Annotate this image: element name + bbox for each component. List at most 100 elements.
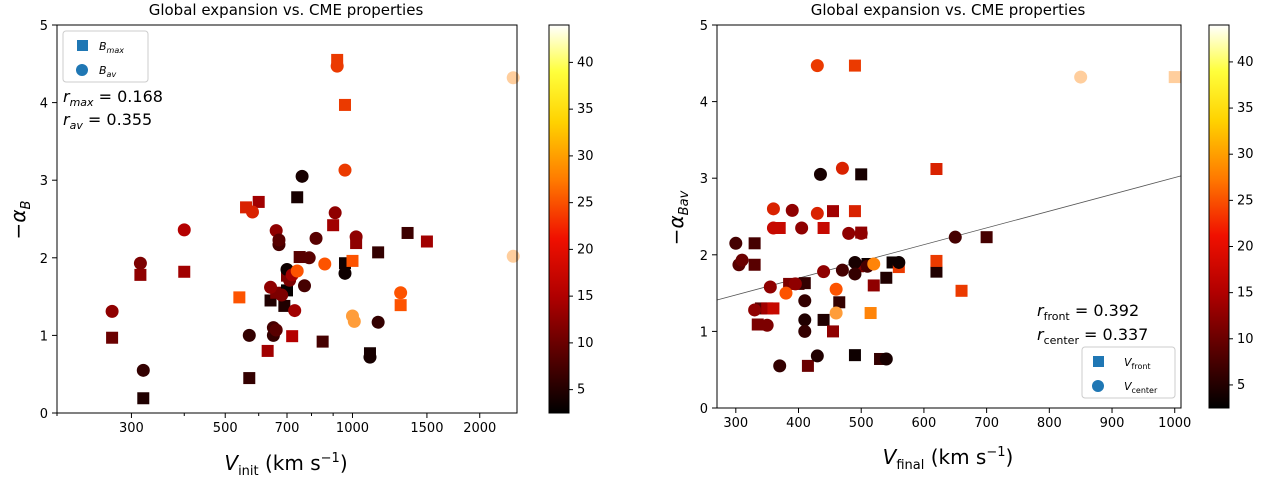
- circle-marker: [242, 328, 256, 342]
- colorbar-tick-label: 35: [1237, 101, 1254, 116]
- r-center-annotation: rcenter = 0.337: [1037, 325, 1148, 347]
- colorbar-tick-label: 10: [1237, 332, 1254, 347]
- circle-marker: [835, 263, 849, 277]
- circle-marker: [766, 221, 780, 235]
- legend-circle-marker: [1092, 380, 1104, 392]
- square-marker: [848, 205, 861, 218]
- colorbar-tick-label: 30: [1237, 147, 1254, 162]
- legend-circle-marker: [76, 64, 88, 76]
- x-tick-label: 800: [1037, 416, 1062, 431]
- square-marker: [233, 291, 246, 304]
- left-legend: Bmax Bav: [62, 30, 149, 83]
- y-tick-label: 0: [700, 402, 708, 417]
- square-marker: [1168, 71, 1181, 84]
- right-colorbar: [1208, 24, 1230, 409]
- circle-marker: [302, 251, 316, 265]
- circle-marker: [290, 264, 304, 278]
- y-tick-label: 3: [700, 172, 708, 187]
- square-marker: [798, 277, 811, 290]
- square-marker: [848, 59, 861, 72]
- circle-marker: [785, 203, 799, 217]
- right-y-ticks: 0 1 2 3 4 5: [700, 19, 717, 417]
- y-tick-label: 0: [40, 407, 48, 422]
- circle-marker: [766, 202, 780, 216]
- x-tick-label: 300: [119, 421, 144, 436]
- r-front-annotation: rfront = 0.392: [1037, 301, 1139, 323]
- left-chart: Global expansion vs. CME properties 300 5…: [6, 1, 594, 479]
- square-marker: [394, 299, 407, 312]
- colorbar-tick-label: 15: [577, 289, 594, 304]
- circle-marker: [506, 249, 520, 263]
- r-max-annotation: rmax = 0.168: [63, 87, 163, 109]
- circle-marker: [288, 304, 302, 318]
- legend-square-marker: [77, 40, 88, 51]
- circle-marker: [264, 280, 278, 294]
- x-tick-label: 400: [786, 416, 811, 431]
- square-marker: [178, 265, 191, 278]
- square-marker: [338, 98, 351, 111]
- left-title: Global expansion vs. CME properties: [149, 1, 424, 19]
- left-y-ticks: 0 1 2 3 4 5: [40, 19, 57, 422]
- right-legend: Vfront Vcenter: [1081, 346, 1176, 399]
- colorbar-tick-label: 40: [577, 55, 594, 70]
- square-marker: [316, 335, 329, 348]
- square-marker: [855, 168, 868, 181]
- square-marker: [106, 331, 119, 344]
- circle-marker: [773, 359, 787, 373]
- square-marker: [817, 313, 830, 326]
- square-marker: [817, 221, 830, 234]
- circle-marker: [795, 221, 809, 235]
- square-marker: [401, 226, 414, 239]
- circle-marker: [848, 255, 862, 269]
- circle-marker: [829, 306, 843, 320]
- square-marker: [291, 191, 304, 204]
- circle-marker: [829, 282, 843, 296]
- circle-marker: [371, 315, 385, 329]
- circle-marker: [363, 350, 377, 364]
- circle-marker: [813, 167, 827, 181]
- y-tick-label: 4: [40, 97, 48, 112]
- circle-marker: [798, 324, 812, 338]
- right-x-axis-label: Vfinal (km s−1): [883, 445, 1014, 473]
- square-marker: [767, 302, 780, 315]
- right-title: Global expansion vs. CME properties: [811, 1, 1086, 19]
- square-marker: [748, 258, 761, 271]
- x-tick-label: 500: [213, 421, 238, 436]
- circle-marker: [760, 318, 774, 332]
- circle-marker: [328, 206, 342, 220]
- legend-vfront-label: Vfront: [1124, 356, 1151, 371]
- colorbar-tick-label: 30: [577, 149, 594, 164]
- circle-marker: [842, 226, 856, 240]
- square-marker: [261, 344, 274, 357]
- square-marker: [293, 251, 306, 264]
- left-y-axis-label: −αB: [6, 200, 34, 239]
- square-marker: [930, 254, 943, 267]
- square-marker: [346, 254, 359, 267]
- x-tick-label: 1500: [410, 421, 443, 436]
- circle-marker: [347, 314, 361, 328]
- circle-marker: [338, 163, 352, 177]
- circle-marker: [245, 205, 259, 219]
- legend-vcenter-label: Vcenter: [1124, 380, 1158, 395]
- square-marker: [243, 372, 256, 385]
- circle-marker: [788, 277, 802, 291]
- x-tick-label: 300: [723, 416, 748, 431]
- circle-marker: [272, 233, 286, 247]
- colorbar-tick-label: 25: [1237, 193, 1254, 208]
- square-marker: [930, 265, 943, 278]
- square-marker: [137, 392, 150, 405]
- legend-bmax-label: Bmax: [99, 40, 124, 55]
- circle-marker: [879, 352, 893, 366]
- right-colorbar-ticks: 5 10 15 20 25 30 35 40: [1229, 55, 1254, 393]
- square-marker: [134, 268, 147, 281]
- colorbar-tick-label: 20: [1237, 239, 1254, 254]
- square-marker: [827, 325, 839, 338]
- circle-marker: [275, 288, 289, 302]
- circle-marker: [1074, 70, 1088, 84]
- circle-marker: [349, 230, 363, 244]
- circle-marker: [136, 363, 150, 377]
- y-tick-label: 5: [700, 19, 708, 34]
- right-chart: Global expansion vs. CME properties 300 4…: [664, 1, 1254, 473]
- colorbar-tick-label: 20: [577, 242, 594, 257]
- colorbar-tick-label: 5: [577, 383, 585, 398]
